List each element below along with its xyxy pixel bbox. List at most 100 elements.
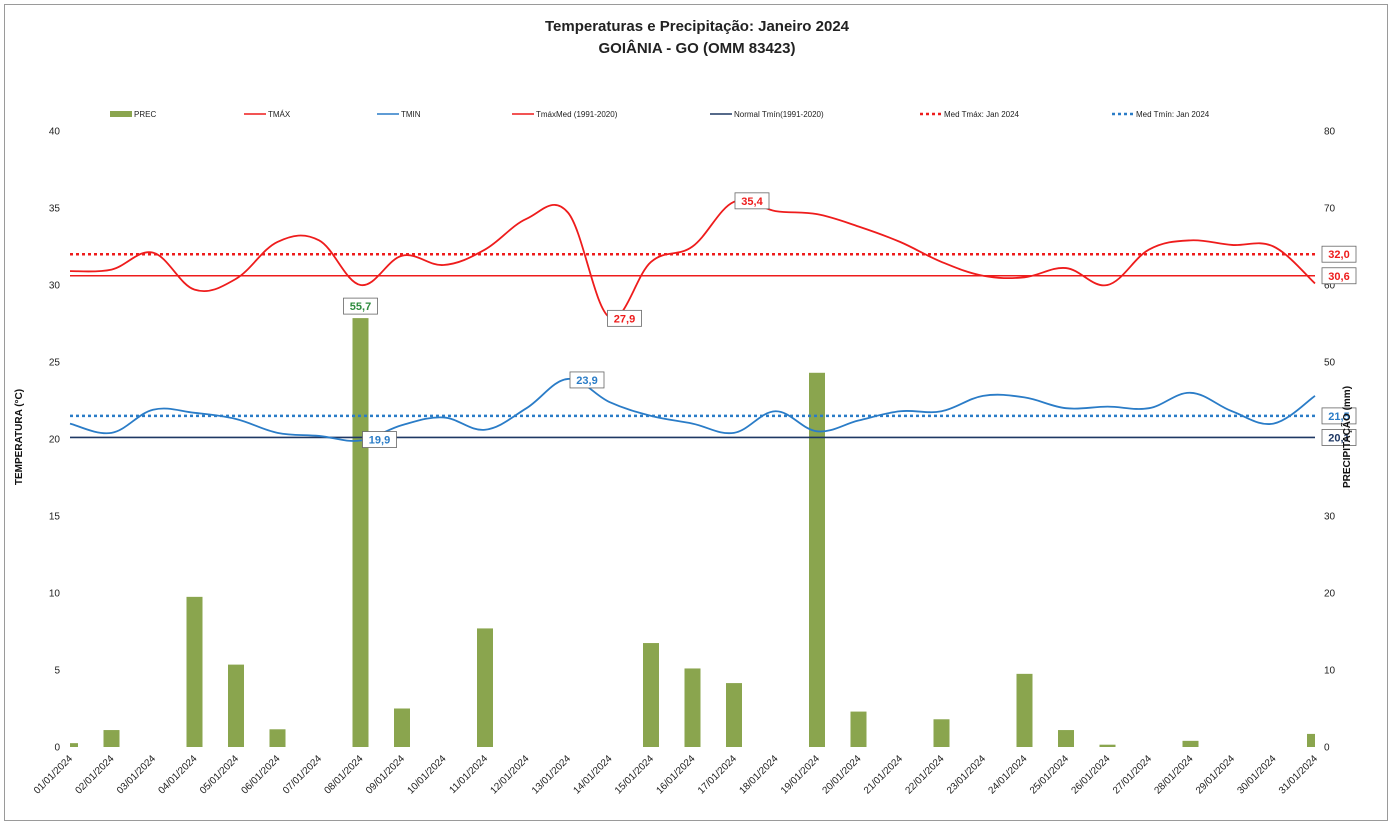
chart-subtitle: GOIÂNIA - GO (OMM 83423) <box>598 40 796 57</box>
y-left-tick-label: 25 <box>49 358 61 369</box>
reference-label-box <box>1321 267 1357 285</box>
reference-label-box <box>1321 407 1357 425</box>
legend-item: TMÁX <box>244 110 291 119</box>
prec-bar <box>726 683 742 747</box>
x-tick-label: 27/01/2024 <box>1111 753 1154 796</box>
y-left-tick-label: 35 <box>49 204 61 215</box>
reference-label-box <box>1321 429 1357 446</box>
reference-label: 20,1 <box>1321 429 1357 446</box>
value-label: 23,9 <box>569 371 605 389</box>
y-right-tick-label: 0 <box>1324 743 1330 754</box>
x-tick-label: 17/01/2024 <box>696 753 739 796</box>
reference-label-box <box>1321 245 1357 263</box>
y-left-tick-label: 0 <box>54 743 60 754</box>
legend-label: Med Tmín: Jan 2024 <box>1136 110 1210 119</box>
y-left-tick-label: 20 <box>49 435 61 446</box>
x-tick-label: 26/01/2024 <box>1069 753 1112 796</box>
prec-bar <box>228 664 244 747</box>
y-axis-left-title: TEMPERATURA (°C) <box>14 389 25 485</box>
x-tick-label: 29/01/2024 <box>1194 753 1237 796</box>
y-right-tick-label: 20 <box>1324 589 1336 600</box>
legend-label: PREC <box>134 110 156 119</box>
x-tick-label: 19/01/2024 <box>779 753 822 796</box>
x-tick-label: 31/01/2024 <box>1277 753 1320 796</box>
tmin-line <box>69 378 1316 442</box>
x-tick-label: 06/01/2024 <box>239 753 282 796</box>
value-label-text: 55,7 <box>350 301 371 313</box>
x-tick-label: 03/01/2024 <box>115 753 158 796</box>
prec-bar <box>1307 733 1315 747</box>
value-label: 55,7 <box>343 297 378 315</box>
prec-bar <box>477 628 493 747</box>
x-tick-label: 24/01/2024 <box>986 753 1029 796</box>
prec-bar <box>684 668 701 747</box>
legend: PREC TMÁX TMIN TmáxMed (1991-2020) Normal Tm… <box>110 110 1210 119</box>
y-right-tick-label: 60 <box>1324 281 1336 292</box>
y-right-tick-label: 50 <box>1324 358 1336 369</box>
x-tick-label: 23/01/2024 <box>945 753 988 796</box>
x-tick-label: 04/01/2024 <box>156 753 199 796</box>
legend-item: TMIN <box>377 110 421 119</box>
x-tick-label: 01/01/2024 <box>32 753 75 796</box>
y-right-tick-label: 30 <box>1324 512 1336 523</box>
y-axis-right-title: PRECIPITAÇÃO (mm) <box>1340 386 1353 488</box>
chart-title: Temperaturas e Precipitação: Janeiro 202… <box>544 18 850 35</box>
prec-bar <box>1182 740 1199 747</box>
value-label-text: 19,9 <box>369 435 390 447</box>
reference-label-text: 30,6 <box>1328 271 1349 283</box>
prec-bar <box>643 643 659 747</box>
prec-bar <box>1016 673 1033 747</box>
prec-bar <box>394 708 410 747</box>
x-tick-label: 13/01/2024 <box>530 753 573 796</box>
legend-item: PREC <box>110 110 156 119</box>
legend-item: Med Tmín: Jan 2024 <box>1112 110 1210 119</box>
y-left-tick-label: 40 <box>49 127 61 138</box>
prec-bar <box>70 743 78 747</box>
reference-label-text: 32,0 <box>1328 249 1349 261</box>
y-right-tick-label: 10 <box>1324 666 1336 677</box>
y-left-tick-label: 30 <box>49 281 61 292</box>
x-tick-label: 16/01/2024 <box>654 753 697 796</box>
value-label: 19,9 <box>362 431 397 448</box>
x-axis-ticks: 01/01/202402/01/202403/01/202404/01/2024… <box>32 753 1320 796</box>
reference-label: 32,0 <box>1321 245 1357 263</box>
value-label: 35,4 <box>734 192 770 210</box>
value-label-box <box>362 431 397 448</box>
x-tick-label: 25/01/2024 <box>1028 753 1071 796</box>
y-left-tick-label: 15 <box>49 512 61 523</box>
y-left-tick-label: 10 <box>49 589 61 600</box>
prec-bar <box>850 711 867 747</box>
x-tick-label: 09/01/2024 <box>364 753 407 796</box>
x-tick-label: 12/01/2024 <box>488 753 531 796</box>
x-tick-label: 14/01/2024 <box>571 753 614 796</box>
x-tick-label: 05/01/2024 <box>198 753 241 796</box>
x-tick-label: 21/01/2024 <box>862 753 905 796</box>
prec-bar <box>933 719 950 747</box>
legend-swatch <box>110 111 132 117</box>
reference-label-text: 20,1 <box>1328 432 1349 444</box>
x-tick-label: 11/01/2024 <box>447 753 490 796</box>
value-label-text: 27,9 <box>614 313 635 325</box>
x-tick-label: 10/01/2024 <box>405 753 448 796</box>
x-tick-label: 18/01/2024 <box>737 753 780 796</box>
x-tick-label: 20/01/2024 <box>820 753 863 796</box>
legend-label: Med Tmáx: Jan 2024 <box>944 110 1020 119</box>
x-tick-label: 02/01/2024 <box>73 753 116 796</box>
legend-label: TMIN <box>401 110 421 119</box>
reference-label-text: 21,5 <box>1328 411 1349 423</box>
y-right-tick-label: 70 <box>1324 204 1336 215</box>
value-label-box <box>343 297 378 315</box>
prec-bar <box>352 318 369 747</box>
value-label-box <box>569 371 605 389</box>
y-left-tick-label: 5 <box>54 666 60 677</box>
legend-label: Normal Tmín(1991-2020) <box>734 110 824 119</box>
data-labels: 55,7 35,4 27,9 23,9 19,9 30,6 20,1 32,0 21,5 <box>343 192 1357 448</box>
reference-label: 30,6 <box>1321 267 1357 285</box>
legend-item: Normal Tmín(1991-2020) <box>710 110 824 119</box>
temperature-lines <box>69 199 1316 442</box>
prec-bar <box>1058 730 1074 747</box>
prec-bar <box>809 372 825 747</box>
x-tick-label: 30/01/2024 <box>1235 753 1278 796</box>
legend-label: TMÁX <box>268 110 291 119</box>
